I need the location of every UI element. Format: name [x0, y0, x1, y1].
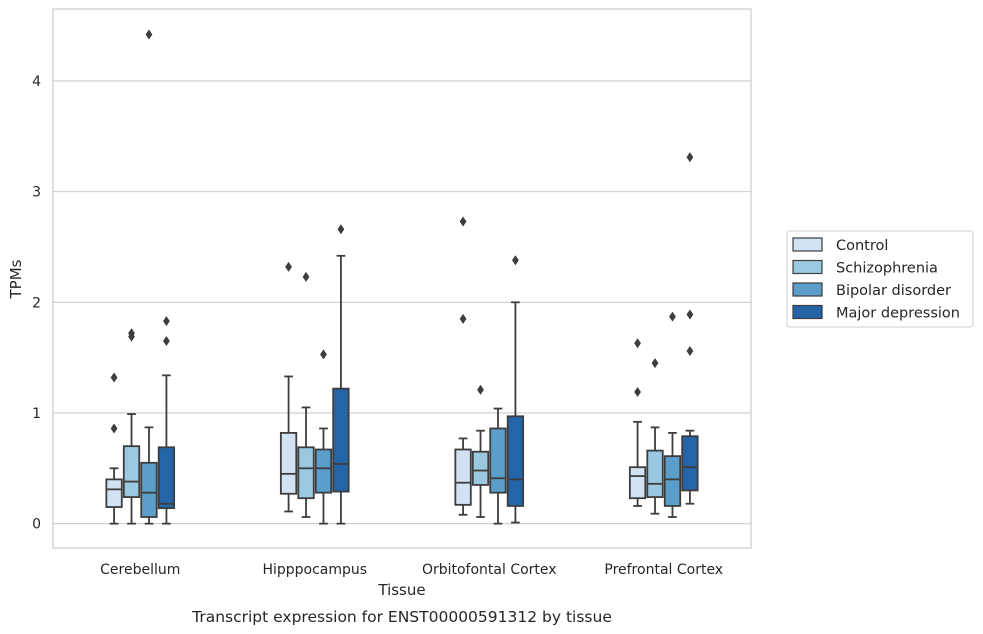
- box: [332, 387, 350, 493]
- legend-item: Control: [792, 237, 888, 254]
- box-plot: [157, 316, 176, 525]
- x-tick-labels: Cerebellum Hipppocampus Orbitofontal Corte…: [100, 562, 723, 578]
- outlier-point: [512, 255, 519, 266]
- outlier-point: [302, 271, 310, 282]
- outlier-point: [163, 336, 170, 347]
- box-plot: [122, 328, 141, 525]
- box: [454, 448, 472, 506]
- outlier-point: [128, 331, 135, 342]
- legend-label: Schizophrenia: [836, 261, 938, 277]
- outlier-point: [459, 313, 467, 324]
- box: [506, 415, 525, 507]
- outlier-point: [337, 224, 345, 235]
- x-tick-label: Cerebellum: [100, 562, 180, 578]
- box-plot: [628, 338, 647, 507]
- box: [122, 445, 141, 498]
- y-tick-label: 4: [32, 74, 41, 90]
- legend-label: Major depression: [836, 306, 960, 322]
- box: [663, 455, 682, 507]
- legend-swatch: [792, 282, 823, 297]
- box: [140, 461, 158, 518]
- box: [646, 449, 664, 498]
- box: [105, 478, 123, 508]
- series-control: [105, 216, 647, 525]
- series-schizophrenia: [122, 271, 664, 525]
- legend-swatch: [792, 304, 823, 320]
- box: [681, 435, 699, 492]
- outlier-point: [686, 152, 694, 163]
- box-plot: [646, 358, 664, 515]
- box: [314, 448, 333, 494]
- box: [279, 431, 298, 495]
- box-plot: [489, 407, 507, 525]
- legend-label: Control: [836, 238, 888, 254]
- outlier-point: [686, 309, 694, 320]
- outlier-point: [110, 372, 118, 383]
- box-plot: [681, 152, 699, 505]
- box: [489, 427, 507, 494]
- y-axis-title: TPMs: [7, 259, 25, 299]
- box-plot: [279, 261, 298, 513]
- chart-caption: Transcript expression for ENST0000059131…: [191, 608, 612, 626]
- outlier-point: [145, 29, 153, 40]
- y-gridlines: [53, 80, 751, 525]
- box-plot: [663, 311, 682, 518]
- y-tick-label: 1: [32, 406, 41, 422]
- x-tick-label: Hipppocampus: [262, 562, 367, 578]
- legend-swatch: [792, 237, 823, 252]
- box-plot: [506, 255, 525, 524]
- outlier-point: [634, 386, 641, 397]
- outlier-point: [459, 216, 467, 227]
- legend-item: Bipolar disorder: [792, 282, 951, 299]
- legend-frame: [786, 230, 974, 328]
- box-plot: [297, 271, 315, 518]
- y-tick-label: 0: [32, 517, 41, 533]
- x-axis-title: Tissue: [377, 581, 425, 599]
- outlier-point: [163, 316, 170, 327]
- box-plot: [332, 224, 350, 525]
- legend-swatch: [792, 259, 823, 275]
- legend-item: Major depression: [792, 304, 960, 322]
- legend-item: Schizophrenia: [792, 259, 938, 277]
- outlier-point: [651, 358, 659, 369]
- box: [297, 446, 315, 500]
- outlier-point: [285, 261, 292, 272]
- outlier-point: [669, 311, 676, 322]
- outlier-point: [110, 423, 118, 434]
- x-tick-label: Prefrontal Cortex: [604, 562, 723, 578]
- x-tick-label: Orbitofontal Cortex: [422, 562, 557, 578]
- outlier-point: [634, 338, 641, 349]
- legend: Control Schizophrenia Bipolar disorder Majo…: [786, 230, 974, 328]
- box: [157, 446, 176, 510]
- series-bipolar-disorder: [140, 29, 682, 525]
- series-major-depression: [157, 152, 699, 525]
- box-plot: [471, 384, 490, 518]
- plot-area-frame: [52, 8, 752, 549]
- box-plot: [105, 372, 123, 525]
- box-plot: [140, 29, 158, 525]
- outlier-point: [320, 349, 327, 360]
- y-tick-labels: 0 1 2 3 4: [32, 74, 41, 533]
- box: [628, 466, 647, 500]
- outlier-point: [686, 345, 694, 356]
- box: [471, 450, 490, 486]
- box-series-group: [105, 29, 699, 525]
- legend-label: Bipolar disorder: [836, 283, 951, 299]
- box-plot: [314, 349, 333, 525]
- box-plot: [454, 216, 472, 516]
- outlier-point: [477, 384, 484, 395]
- y-tick-label: 2: [32, 295, 41, 311]
- y-tick-label: 3: [32, 185, 41, 201]
